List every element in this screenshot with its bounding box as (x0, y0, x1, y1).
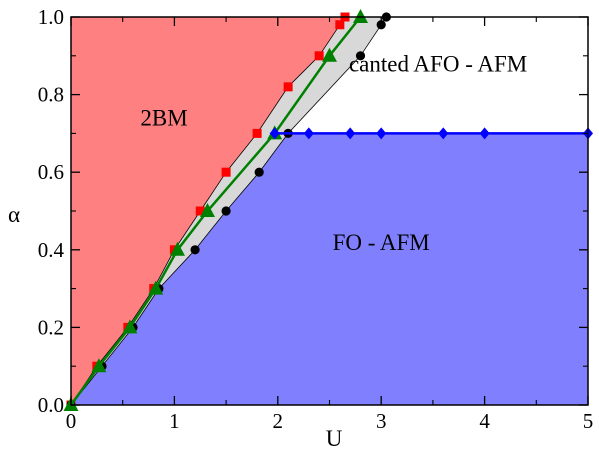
data-point-diamond (269, 127, 280, 140)
data-point-diamond (345, 127, 356, 140)
x-tick-label: 3 (376, 409, 387, 433)
y-tick-label: 0.8 (38, 83, 64, 107)
data-point-diamond (479, 127, 490, 140)
y-tick-label: 0.4 (38, 238, 65, 262)
data-point-circle (254, 167, 264, 177)
data-point-triangle (91, 358, 107, 373)
region-label-fo-afm: FO - AFM (333, 230, 430, 255)
x-tick-label: 1 (169, 409, 180, 433)
x-tick-label: 5 (583, 409, 594, 433)
data-point-square (283, 82, 293, 92)
data-point-square (195, 206, 205, 216)
data-point-triangle (148, 280, 164, 295)
data-point-triangle (199, 203, 215, 217)
data-point-diamond (438, 127, 449, 140)
data-point-triangle (170, 241, 186, 256)
data-point-square (252, 128, 262, 138)
x-axis-label: U (326, 426, 343, 451)
axes-layer: 0 1 2 3 4 5 0.0 0.2 0.4 0.6 0.8 1.0 (38, 5, 594, 433)
data-point-square (221, 167, 231, 177)
data-point-circle (221, 206, 231, 216)
x-tick-label: 0 (66, 409, 77, 433)
data-point-triangle (322, 47, 337, 62)
data-point-circle (355, 51, 366, 61)
data-point-square (314, 51, 324, 61)
data-point-diamond (303, 127, 314, 140)
data-point-triangle (122, 319, 138, 334)
region-canted-afo-afm (274, 17, 588, 134)
region-label-canted-afo-afm: canted AFO - AFM (349, 51, 527, 76)
x-tick-label: 2 (273, 409, 284, 433)
data-point-square (335, 20, 345, 30)
data-point-circle (190, 245, 200, 255)
x-tick-label: 4 (479, 409, 490, 433)
region-label-2bm: 2BM (140, 106, 187, 131)
y-tick-label: 0.0 (38, 393, 64, 417)
region-fo-afm (71, 133, 588, 405)
y-tick-label: 0.2 (38, 315, 64, 339)
y-tick-label: 0.6 (38, 160, 64, 184)
y-tick-label: 1.0 (38, 5, 64, 29)
labels-layer: 2BM canted AFO - AFM FO - AFM (140, 51, 527, 254)
y-axis-label: α (8, 202, 20, 227)
data-point-diamond (376, 127, 387, 140)
data-point-triangle (353, 9, 369, 23)
